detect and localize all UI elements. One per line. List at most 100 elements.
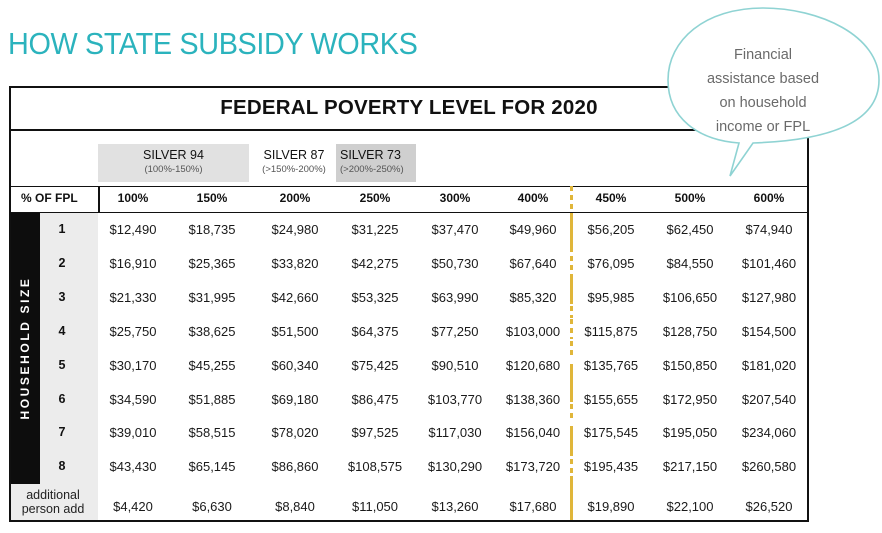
table-cell: $75,425 <box>351 357 399 373</box>
divider-segment <box>570 476 573 520</box>
additional-label-line: additional <box>26 488 80 502</box>
table-cell: $108,575 <box>347 459 403 475</box>
callout-line: Financial <box>733 47 793 63</box>
table-cell: $217,150 <box>662 459 718 475</box>
divider-segment <box>570 306 573 318</box>
table-cell: $85,320 <box>509 289 557 305</box>
plan-range: (100%-150%) <box>144 164 203 175</box>
table-cell: $84,550 <box>666 255 714 271</box>
table-cell: $51,500 <box>271 323 319 339</box>
table-cell: $42,660 <box>271 289 319 305</box>
table-cell: $115,875 <box>584 323 638 339</box>
table-cell: $69,180 <box>271 391 319 407</box>
fpl-column-header: 300% <box>439 191 471 205</box>
table-cell: $65,145 <box>188 459 236 475</box>
table-cell: $25,365 <box>188 255 236 271</box>
table-cell: $138,360 <box>505 391 561 407</box>
table-cell: $63,990 <box>431 289 479 305</box>
additional-label-line: person add <box>21 502 85 516</box>
plan-header-silver-94: SILVER 94 (100%-150%) <box>98 144 249 182</box>
table-cell: $11,050 <box>351 499 399 514</box>
table-cell: $172,950 <box>662 391 718 407</box>
household-size-value: 1 <box>58 222 66 236</box>
table-row: 1 $12,490 $18,735 $24,980 $31,225 $37,470 $49,… <box>0 213 810 247</box>
plan-name: SILVER 94 <box>143 148 204 162</box>
fpl-column-header: 600% <box>753 191 785 205</box>
table-cell: $24,980 <box>271 222 319 237</box>
plan-range: (>200%-250%) <box>340 164 404 175</box>
table-row: 3 $21,330 $31,995 $42,660 $53,325 $63,990 $85,… <box>0 281 810 315</box>
table-cell: $31,995 <box>188 289 236 305</box>
table-cell: $195,435 <box>583 459 639 475</box>
additional-person-label: additional person add <box>13 488 93 516</box>
table-cell: $97,525 <box>351 425 399 441</box>
table-cell: $117,030 <box>428 425 482 441</box>
table-cell: $127,980 <box>741 289 797 305</box>
table-cell: $181,020 <box>741 357 797 373</box>
table-row: 7 $39,010 $58,515 $78,020 $97,525 $117,030 $15… <box>0 416 810 450</box>
table-cell: $43,430 <box>109 459 157 475</box>
table-cell: $103,770 <box>427 391 483 407</box>
table-row: 5 $30,170 $45,255 $60,340 $75,425 $90,510 $120… <box>0 349 810 383</box>
callout-line: on household <box>719 95 807 111</box>
table-cell: $17,680 <box>509 499 557 514</box>
table-cell: $22,100 <box>666 499 714 514</box>
divider-segment <box>570 426 573 456</box>
table-cell: $45,255 <box>188 357 236 373</box>
table-cell: $18,735 <box>188 222 236 237</box>
callout-line: income or FPL <box>715 119 811 135</box>
table-cell: $4,420 <box>113 499 153 514</box>
table-row: 4 $25,750 $38,625 $51,500 $64,375 $77,250 $103… <box>0 315 810 349</box>
household-size-value: 4 <box>58 323 66 338</box>
plan-header-silver-87: SILVER 87 (>150%-200%) <box>252 144 336 182</box>
table-cell: $260,580 <box>741 459 797 475</box>
fpl-column-header: 400% <box>517 191 549 205</box>
table-cell: $31,225 <box>351 222 399 237</box>
plan-range: (>150%-200%) <box>262 164 326 175</box>
table-cell: $150,850 <box>662 357 718 373</box>
household-size-value: 6 <box>58 391 66 406</box>
fpl-column-header: 250% <box>359 191 391 205</box>
household-size-value: 3 <box>58 289 66 304</box>
table-cell: $103,000 <box>505 323 561 339</box>
table-cell: $33,820 <box>271 255 319 271</box>
table-cell: $42,275 <box>351 255 399 271</box>
divider-segment <box>570 186 573 212</box>
table-cell: $38,625 <box>188 323 236 339</box>
table-cell: $101,460 <box>741 255 797 271</box>
table-cell: $58,515 <box>188 425 236 441</box>
table-cell: $26,520 <box>745 499 793 514</box>
table-cell: $90,510 <box>431 357 479 373</box>
table-cell: $51,885 <box>188 391 236 407</box>
additional-label-cell <box>11 484 98 520</box>
fpl-column-header: 500% <box>674 191 706 205</box>
table-cell: $120,680 <box>505 357 561 373</box>
fpl-header-label: % OF FPL <box>21 191 78 205</box>
table-cell: $173,720 <box>505 459 561 475</box>
table-cell: $64,375 <box>351 323 399 339</box>
table-cell: $39,010 <box>109 425 157 441</box>
table-cell: $175,545 <box>583 425 639 441</box>
table-cell: $207,540 <box>741 391 797 407</box>
table-cell: $12,490 <box>109 222 157 237</box>
fpl-column-header: 450% <box>595 191 627 205</box>
plan-header-silver-73: SILVER 73 (>200%-250%) <box>336 144 416 182</box>
table-cell: $56,205 <box>587 222 635 237</box>
divider-segment <box>570 247 573 273</box>
divider-segment <box>570 459 573 473</box>
table-cell: $8,840 <box>275 499 315 514</box>
subsidy-cutoff-divider <box>570 186 573 520</box>
table-cell: $30,170 <box>109 357 157 373</box>
table-row: 2 $16,910 $25,365 $33,820 $42,275 $50,730 $67,… <box>0 247 810 281</box>
table-cell: $106,650 <box>662 289 718 305</box>
table-cell: $19,890 <box>587 499 635 514</box>
table-cell: $37,470 <box>431 222 479 237</box>
fpl-table <box>9 86 809 522</box>
divider-segment <box>570 274 573 304</box>
table-row: 6 $34,590 $51,885 $69,180 $86,475 $103,770 $13… <box>0 383 810 417</box>
table-cell: $135,765 <box>583 357 639 373</box>
table-cell: $49,960 <box>509 222 557 237</box>
table-cell: $95,985 <box>587 289 635 305</box>
table-cell: $74,940 <box>745 222 793 237</box>
column-divider <box>98 186 100 213</box>
